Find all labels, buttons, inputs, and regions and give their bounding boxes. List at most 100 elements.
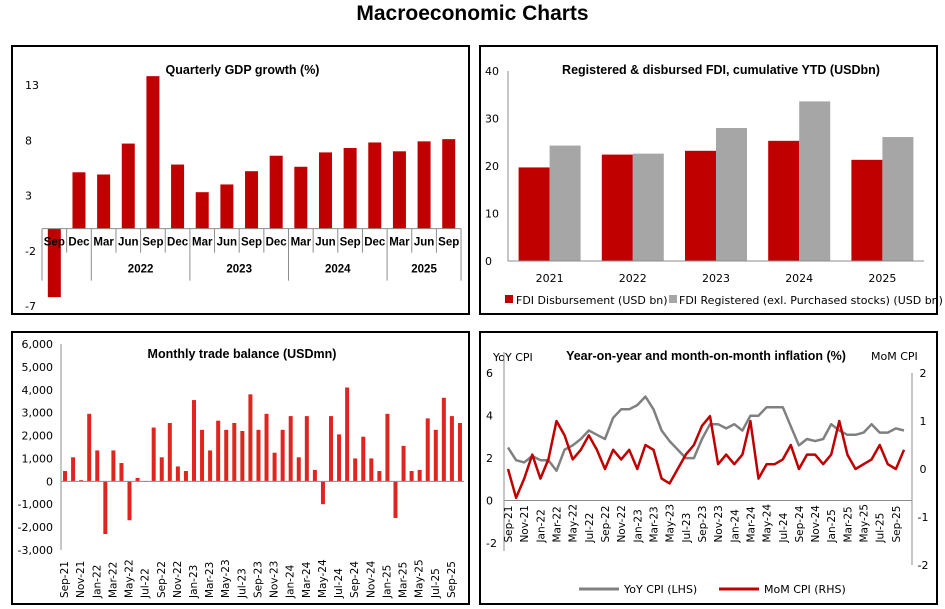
y-tick-label: 20 [485,160,499,173]
x-tick-label: Sep-23 [252,561,264,598]
year-label: 2025 [411,264,437,276]
category-label: Sep [438,237,459,249]
bar [248,394,253,482]
y-tick-label: 2,000 [22,430,54,443]
bar [240,430,245,482]
year-label: 2022 [128,264,154,276]
category-label: Jun [315,237,335,249]
chart-title: Quarterly GDP growth (%) [166,63,320,77]
x-tick-label: Sep-24 [794,505,806,542]
y-tick-label-left: 0 [486,495,493,508]
bar [135,477,140,482]
x-tick-label: Nov-23 [713,505,725,542]
y-tick-label: -1,000 [18,498,53,511]
y-tick-label: 3,000 [22,407,54,420]
bar [272,452,277,482]
bar-registered [549,145,581,261]
bar [385,413,390,482]
bar [425,418,430,482]
bar-registered [799,101,831,262]
bar [79,480,84,482]
x-tick-label: Jul-22 [140,568,152,599]
y-tick-label: 1,000 [22,452,54,465]
bar [95,450,100,482]
category-label: Sep [241,237,262,249]
bar [87,413,92,482]
gdp-chart-panel: Quarterly GDP growth (%) 13 8 3 -2 -7 Sep Dec Ma… [11,45,470,315]
bar [304,416,309,482]
bar-disbursement [601,154,633,261]
bar [71,457,76,482]
bar [433,429,438,482]
x-tick-label: Mar-23 [648,506,660,542]
chart-title: Registered & disbursed FDI, cumulative Y… [562,63,880,77]
y-tick-label-left: 6 [486,367,493,380]
bar [377,471,382,482]
x-tick-label: Jan-24 [729,509,741,544]
x-tick-label: Jul-23 [681,513,693,544]
bar-disbursement [768,140,800,261]
x-tick-label: Mar-22 [552,506,564,542]
bar [269,155,283,229]
legend-label: FDI Registered (exl. Purchased stocks) (… [679,294,943,307]
bar-registered [882,137,914,261]
category-label: Sep [142,237,163,249]
bar [224,429,229,482]
x-tick-label: May-23 [665,504,677,543]
x-tick-label: Jan-23 [632,509,644,543]
bar [208,450,213,482]
legend-label: YoY CPI (LHS) [623,583,697,596]
legend-swatch-registered [669,295,677,303]
bar [167,422,172,482]
y-tick-label: 5,000 [22,361,54,374]
x-tick-label: May-25 [859,504,871,543]
bar [191,400,196,482]
bar [97,174,111,229]
bar [296,457,301,482]
x-tick-label: Jan-22 [91,565,103,599]
line-mom-cpi [506,414,906,500]
bar [288,416,293,482]
bar [121,143,135,229]
line-yoy-cpi [506,395,905,473]
y-axis-title-left: YoY CPI [492,351,533,364]
y-tick-label: 6,000 [22,338,54,351]
bar [337,434,342,482]
category-label: Sep [44,237,65,249]
y-tick-label-right: -1 [918,511,929,524]
x-tick-label: May-22 [568,504,580,543]
x-tick-label: Nov-21 [519,505,531,542]
inflation-chart: Year-on-year and month-on-month inflatio… [486,349,929,596]
x-tick-label: 2023 [702,272,730,285]
legend-swatch-disbursement [505,295,513,303]
y-tick-label: -2 [25,245,36,258]
x-tick-label: May-25 [414,559,426,598]
x-tick-label: Sep-25 [446,561,458,598]
y-tick-label-right: 1 [920,415,927,428]
category-label: Jun [217,237,237,249]
bar [63,471,68,482]
category-label: Jun [118,237,138,249]
x-tick-label: Sep-24 [349,561,361,598]
bar [417,141,431,229]
bar [183,471,188,482]
x-tick-label: Sep-21 [59,561,71,598]
x-tick-label: Jan-25 [826,509,838,543]
y-tick-label-right: 2 [920,367,927,380]
y-tick-label: 8 [25,134,32,147]
x-tick-label: 2024 [785,272,813,285]
bar [127,481,132,521]
category-label: Dec [266,237,288,249]
inflation-chart-panel: Year-on-year and month-on-month inflatio… [479,331,938,605]
x-tick-label: Sep-23 [697,506,709,543]
y-tick-label: 0 [485,255,492,268]
page-title: Macroeconomic Charts [356,2,589,25]
y-tick-label: 10 [485,208,499,221]
bar [200,429,205,482]
x-tick-label: Mar-24 [301,561,313,598]
x-tick-label: Mar-23 [204,562,216,598]
bar [361,436,366,482]
category-label: Jun [414,237,434,249]
bar [264,413,269,482]
